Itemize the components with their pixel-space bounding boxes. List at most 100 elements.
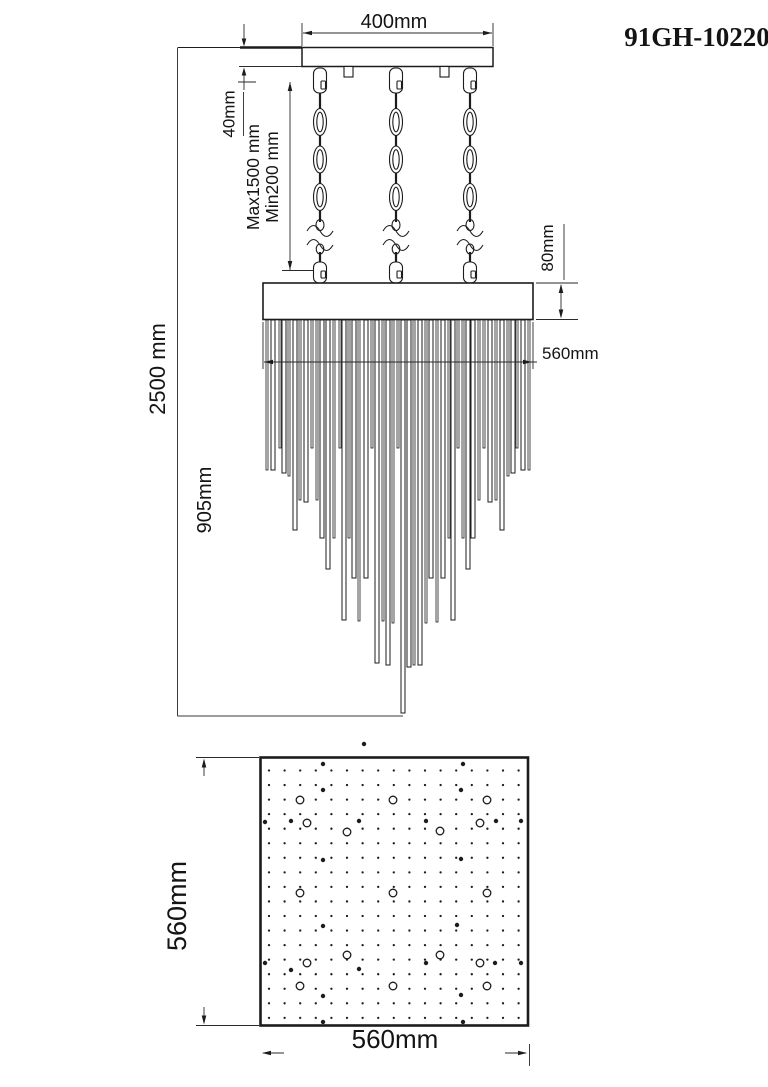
plan-grid-dot [501,885,505,889]
plan-grid-dot [423,900,427,903]
plan-grid-dot [439,987,442,990]
plan-grid-dot [314,914,317,918]
plan-grid-dot [392,885,395,889]
plan-grid-dot [314,798,317,801]
hanging-rod [381,319,385,622]
plan-grid-dot [361,798,364,801]
plan-grid-dot [486,827,489,830]
plan-grid-dot [377,842,380,845]
plan-rod-dot [320,993,326,999]
plan-rod-ring [342,950,352,960]
plan-grid-dot [501,783,505,787]
plan-grid-dot [361,827,364,830]
hanging-rod [319,319,325,539]
plan-rod-ring [482,981,492,991]
plan-rod-ring [295,795,305,805]
plan-grid-dot [267,1016,271,1019]
plan-grid-dot [392,929,395,932]
hanging-rod [510,319,516,474]
plan-grid-dot [408,1002,411,1005]
hanging-rod [338,319,342,449]
plan-rings [295,795,492,991]
dimension-40 [239,24,302,136]
plan-rod-ring [302,958,312,968]
arrowhead [287,82,293,91]
plan-grid-dot [486,1002,489,1005]
plan-grid-dot [267,871,271,874]
plan-grid-dot [517,900,520,903]
plan-grid-dot [486,783,489,787]
hanging-rod [391,319,395,624]
plan-grid-dot [345,929,349,932]
plan-grid-dot [423,929,427,932]
plan-grid-dot [345,900,349,903]
plan-grid-dot [455,900,458,903]
plan-grid-dot [439,929,442,932]
plan-grid-dot [345,798,349,801]
plan-grid-dot [314,871,317,874]
model-number: 91GH-10220 [624,22,768,52]
plan-rod-ring [388,888,398,898]
plan-grid-dot [283,813,286,816]
plan-grid-dot [361,929,364,932]
arrowhead [523,359,532,365]
plan-grid-dot [299,1016,302,1019]
plan-grid-dot [283,885,286,889]
hanging-chain [306,67,334,284]
arrowhead [262,1050,271,1056]
plan-grid-dot [361,842,364,845]
plan-grid-dot [423,813,427,816]
hanging-rod [450,319,456,621]
plan-grid-dot [517,929,520,932]
plan-grid-dot [330,827,333,830]
hanging-rod [310,319,314,449]
hanging-rod [278,319,282,449]
plan-rod-ring [342,827,352,837]
plan-grid-dot [267,914,271,918]
plan-grid-dot [283,842,286,845]
plan-grid-dot [470,958,473,961]
plan-grid-dot [345,856,349,859]
plan-rod-dot [320,761,326,767]
plan-grid-dot [439,783,442,787]
plan-rod-dot [518,960,524,966]
plan-grid-dot [486,958,489,961]
plan-grid-dot [330,987,333,990]
plan-grid-dot [501,900,505,903]
plan-grid-dot [377,813,380,816]
plan-dim-height-label: 560mm [162,861,192,951]
plan-grid-dot [267,769,271,772]
arrowhead [201,1015,207,1025]
plan-grid-dot [423,827,427,830]
plan-grid-dot [439,885,442,889]
plan-grid-dot [361,914,364,918]
plan-grid-dot [267,929,271,932]
arrowhead [287,261,293,270]
plan-grid-dot [314,885,317,889]
plan-grid-dot [392,914,395,918]
plan-grid-dot [345,885,349,889]
plan-grid-dot [470,900,473,903]
plan-grid-dot [267,827,271,830]
plan-grid-dot [299,900,302,903]
plan-grid-dot [501,1016,505,1019]
arrowhead [264,359,273,365]
plan-grid-dot [345,987,349,990]
plan-rod-dot [423,960,429,966]
plan-grid-dot [408,885,411,889]
plan-grid-dot [470,973,473,976]
plan-grid-dot [314,1002,317,1005]
plan-grid-dot [408,798,411,801]
plan-grid-dot [423,958,427,961]
hanging-rod [465,319,471,570]
plan-grid-dot [392,1016,395,1019]
plan-grid-dot [267,813,271,816]
plan-grid-dot [330,900,333,903]
plan-grid-dot [377,1016,380,1019]
plan-grid-dot [330,973,333,976]
dimension-80 [536,224,578,320]
plan-grid-dot [314,856,317,859]
plan-grid-dot [439,1002,442,1005]
plan-grid-dot [314,987,317,990]
